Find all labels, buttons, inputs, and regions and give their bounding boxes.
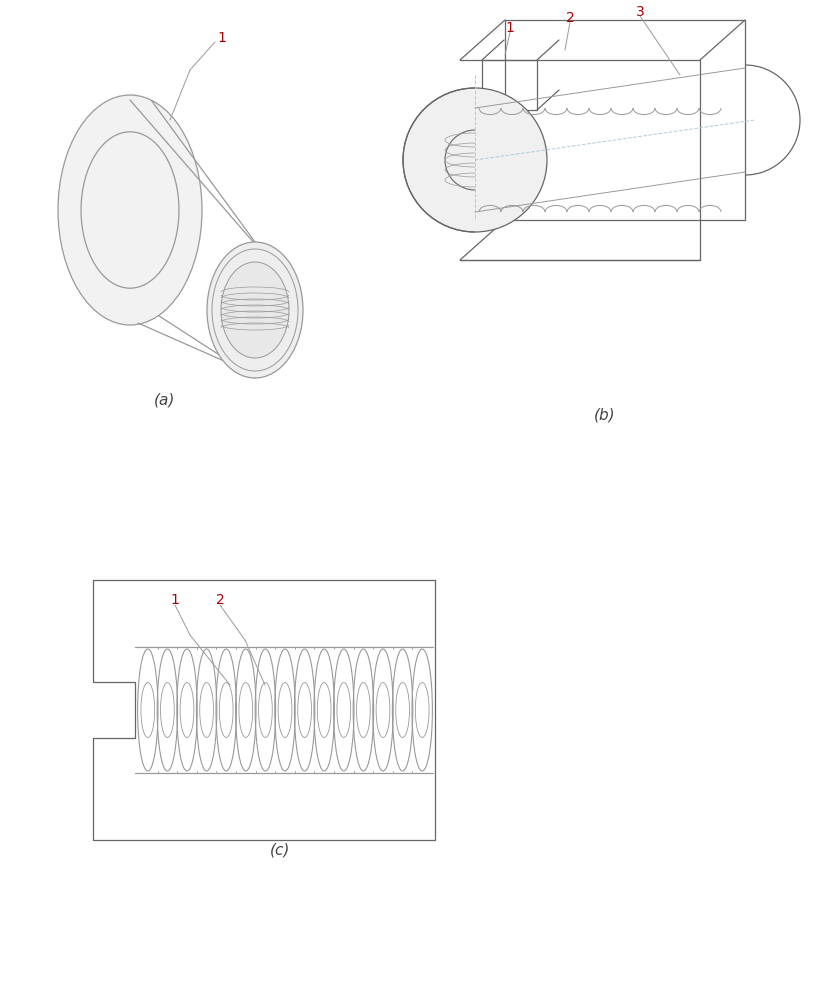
Text: 2: 2 xyxy=(215,593,224,607)
Text: 2: 2 xyxy=(566,11,574,25)
Ellipse shape xyxy=(58,95,202,325)
Ellipse shape xyxy=(221,262,289,358)
Text: (b): (b) xyxy=(595,408,616,422)
Ellipse shape xyxy=(81,132,179,288)
Text: (a): (a) xyxy=(154,392,176,408)
Text: 1: 1 xyxy=(218,31,226,45)
Text: 1: 1 xyxy=(170,593,179,607)
Text: 1: 1 xyxy=(505,21,514,35)
Text: 3: 3 xyxy=(636,5,645,19)
Ellipse shape xyxy=(207,242,303,378)
Text: (c): (c) xyxy=(269,842,290,857)
Ellipse shape xyxy=(403,88,547,232)
